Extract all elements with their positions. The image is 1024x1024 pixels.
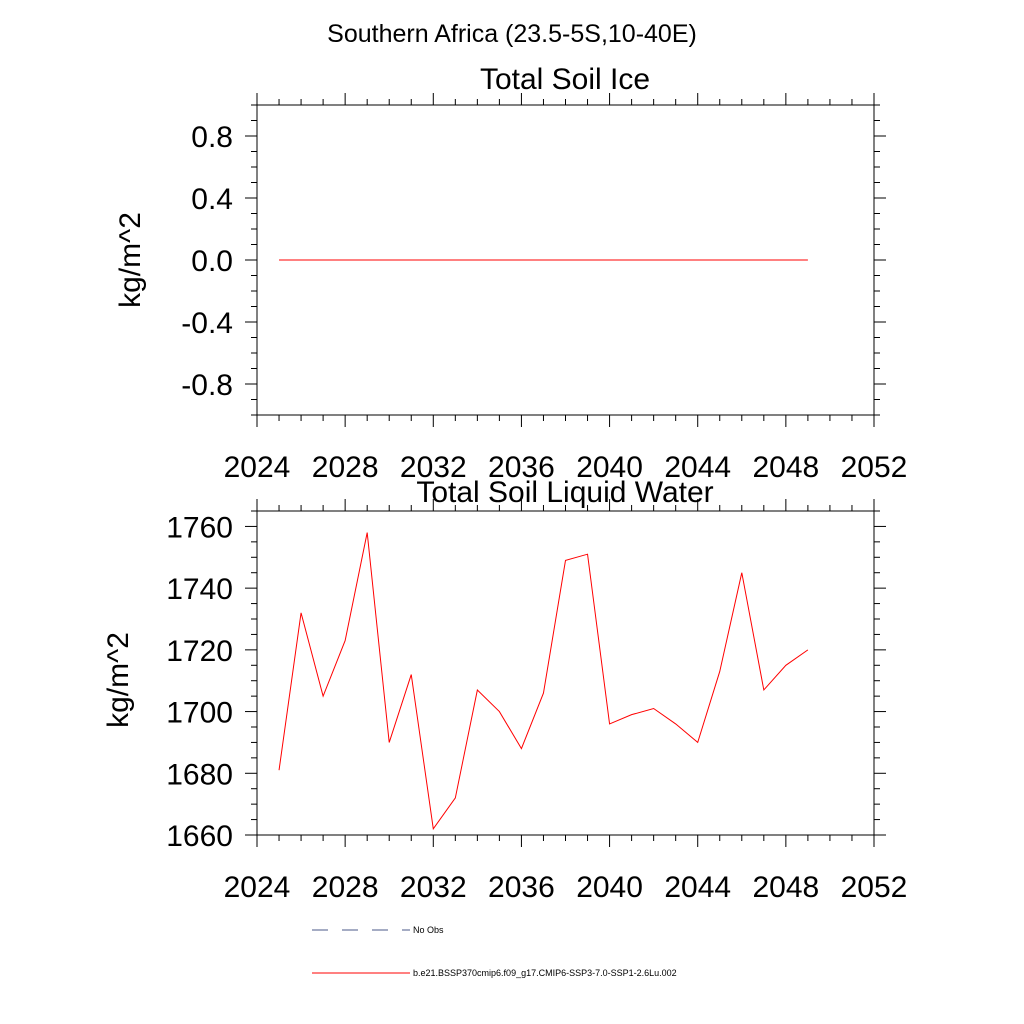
panel-title: Total Soil Liquid Water <box>416 476 713 509</box>
panel-title: Total Soil Ice <box>480 63 650 96</box>
series-line <box>278 532 809 831</box>
tick-labels: 2024 2028 2032 2036 2040 2044 2048 2052 1760 1740… <box>166 511 907 904</box>
x-tick-label: 2036 <box>488 871 555 904</box>
x-tick-label: 2052 <box>841 871 908 904</box>
x-tick-label: 2032 <box>400 871 467 904</box>
x-tick-label: 2032 <box>400 451 467 484</box>
legend-entry-model-run: b.e21.BSSP370cmip6.f09_g17.CMIP6-SSP3-7.… <box>312 968 677 978</box>
x-tick-label: 2052 <box>841 451 908 484</box>
x-tick-label: 2040 <box>576 871 643 904</box>
y-tick-label: 1740 <box>166 573 233 606</box>
x-tick-label: 2024 <box>224 451 291 484</box>
tick-labels: 2024 2028 2032 2036 2040 2044 2048 2052 0.8 0.4 0.… <box>181 121 907 484</box>
x-tick-label: 2040 <box>576 451 643 484</box>
x-tick-label: 2044 <box>664 871 731 904</box>
y-tick-label: -0.8 <box>181 369 233 402</box>
axis-ticks <box>245 499 886 847</box>
panel-total-soil-liquid-water: Total Soil Liquid Water kg/m^2 2024 2028 2… <box>102 476 907 904</box>
legend: No Obs b.e21.BSSP370cmip6.f09_g17.CMIP6-… <box>312 925 677 978</box>
x-tick-label: 2048 <box>752 871 819 904</box>
figure-suptitle: Southern Africa (23.5-5S,10-40E) <box>327 20 697 48</box>
y-tick-label: 1720 <box>166 635 233 668</box>
y-tick-label: 1680 <box>166 758 233 791</box>
y-tick-label: 1700 <box>166 697 233 730</box>
y-axis-label: kg/m^2 <box>102 632 135 728</box>
x-tick-label: 2036 <box>488 451 555 484</box>
x-tick-label: 2048 <box>752 451 819 484</box>
panel-total-soil-ice: Total Soil Ice kg/m^2 2024 2028 2032 2036 20… <box>114 63 907 484</box>
data-series <box>278 532 809 831</box>
axis-ticks <box>245 93 886 427</box>
x-tick-label: 2028 <box>312 451 379 484</box>
legend-label: b.e21.BSSP370cmip6.f09_g17.CMIP6-SSP3-7.… <box>413 968 677 978</box>
legend-label: No Obs <box>413 925 444 935</box>
y-tick-label: 0.4 <box>191 183 233 216</box>
y-tick-label: 1660 <box>166 820 233 853</box>
y-tick-label: -0.4 <box>181 307 233 340</box>
x-tick-label: 2044 <box>664 451 731 484</box>
y-tick-label: 0.8 <box>191 121 233 154</box>
y-tick-label: 0.0 <box>191 245 233 278</box>
y-tick-label: 1760 <box>166 511 233 544</box>
plot-frame <box>256 510 875 836</box>
legend-entry-no-obs: No Obs <box>312 925 444 935</box>
x-tick-label: 2024 <box>224 871 291 904</box>
x-tick-label: 2028 <box>312 871 379 904</box>
y-axis-label: kg/m^2 <box>114 212 147 308</box>
